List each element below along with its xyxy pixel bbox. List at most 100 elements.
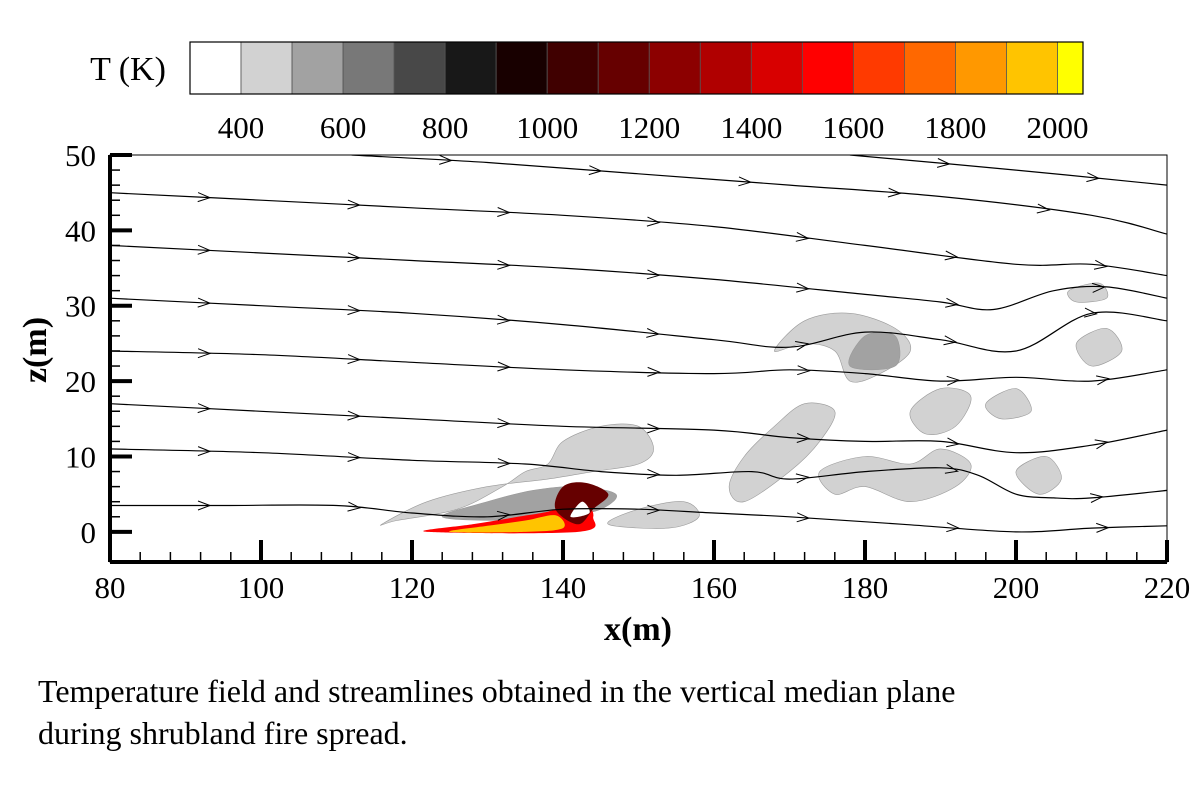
streamline-arrow [1036,203,1051,214]
colorbar-cell [904,41,956,95]
colorbar-frame [189,41,1084,95]
streamline-arrow [197,403,212,414]
colorbar-cell [1006,41,1058,95]
temperature-region [1015,456,1062,495]
streamline-arrow [497,418,511,429]
colorbar-cell [240,41,293,95]
temperature-region [818,448,972,503]
caption-line-1: Temperature field and streamlines obtain… [38,673,956,709]
colorbar-cell [955,41,1007,95]
streamline-arrow [795,231,810,242]
streamline-arrow [946,437,961,448]
temperature-region [848,331,901,371]
streamlines [110,155,1167,533]
streamline-arrow [497,259,511,270]
colorbar-cell [648,41,701,95]
temperature-regions [379,282,1123,534]
streamline-arrow [347,354,362,365]
streamline-arrow [1089,493,1104,503]
streamline-arrow [946,522,961,533]
y-axis-label: z(m) [17,317,54,383]
streamline-arrow [347,305,362,316]
colorbar-cell [546,41,599,95]
x-tick-label: 80 [95,570,126,605]
colorbar-title: T (K) [90,51,166,88]
streamline [849,155,1167,186]
colorbar-cell [699,41,752,95]
colorbar-tick-label: 400 [218,110,265,145]
y-tick-label: 0 [81,515,97,550]
temperature-region [379,423,654,526]
streamline-arrow [946,375,961,386]
streamline-arrow [646,468,661,479]
colorbar-tick-label: 1200 [618,110,680,145]
streamline [110,350,1167,382]
x-tick-label: 180 [842,570,889,605]
streamline-arrow [1086,172,1101,183]
axes: 80 100 120 140 160 180 200 220 0 10 20 30 40 50 [65,138,1190,605]
streamline-arrow [197,446,212,457]
streamline-arrow [944,463,959,474]
temperature-region [985,388,1032,420]
streamline-arrow [887,187,902,198]
colorbar: T (K) 400 600 800 1000 1200 1400 1600 1800 2000 [90,41,1089,145]
streamline-arrow [646,328,661,338]
streamline-arrow [1095,375,1111,386]
streamline-arrow [646,504,661,515]
colorbar-tick-label: 800 [422,110,469,145]
streamline-arrow [647,366,661,377]
y-tick-label: 50 [65,138,96,173]
colorbar-cell [597,41,650,95]
colorbar-cell [393,41,446,95]
streamline [351,155,1167,235]
temperature-region [1075,328,1123,367]
streamline-arrow [797,365,811,376]
colorbar-cell [852,41,905,95]
colorbar-cell [495,41,548,95]
x-tick-label: 100 [238,570,285,605]
streamline-arrow [1096,522,1110,533]
y-tick-label: 10 [65,439,96,474]
flame-region [570,501,590,518]
colorbar-cells [189,41,1084,95]
streamline-arrow [795,341,810,351]
x-axis-label: x(m) [604,611,672,648]
streamline-arrow [1091,282,1106,293]
colorbar-tick-label: 1800 [924,110,986,145]
streamline-arrow [647,423,661,434]
streamline [110,192,1167,277]
plot-frame [109,154,1168,563]
x-tick-label: 160 [691,570,738,605]
streamline-arrow [944,250,959,261]
streamline-arrow [738,176,753,187]
colorbar-tick-labels: 400 600 800 1000 1200 1400 1600 1800 2000 [218,110,1089,145]
streamline-arrow [347,199,362,210]
streamline-arrow [496,510,511,521]
colorbar-tick-label: 1400 [720,110,782,145]
x-tick-label: 220 [1144,570,1191,605]
x-tick-label: 200 [993,570,1040,605]
streamline-arrow [943,335,958,346]
temperature-region [607,501,700,529]
streamline-arrow [646,216,661,227]
colorbar-cell [342,41,395,95]
caption-line-2: during shrubland fire spread. [38,715,408,751]
y-tick-label: 40 [65,213,96,248]
streamline-arrow [347,252,362,263]
streamline-arrow [197,297,212,308]
colorbar-cell [189,41,242,95]
colorbar-tick-label: 2000 [1026,110,1088,145]
streamline-arrow [588,165,603,176]
streamline [110,244,1167,311]
streamline-arrow [795,473,810,484]
streamline-arrow [796,433,811,443]
streamline-arrow [347,452,362,462]
streamline-arrow [497,207,511,217]
contour-figure: T (K) 400 600 800 1000 1200 1400 1600 1800 2000 … [17,41,1190,648]
colorbar-tick-label: 1600 [822,110,884,145]
flame-region [448,515,565,533]
streamline-arrow [197,192,212,203]
streamline [110,504,1167,533]
streamline-arrow [936,158,951,168]
x-tick-label: 140 [540,570,587,605]
